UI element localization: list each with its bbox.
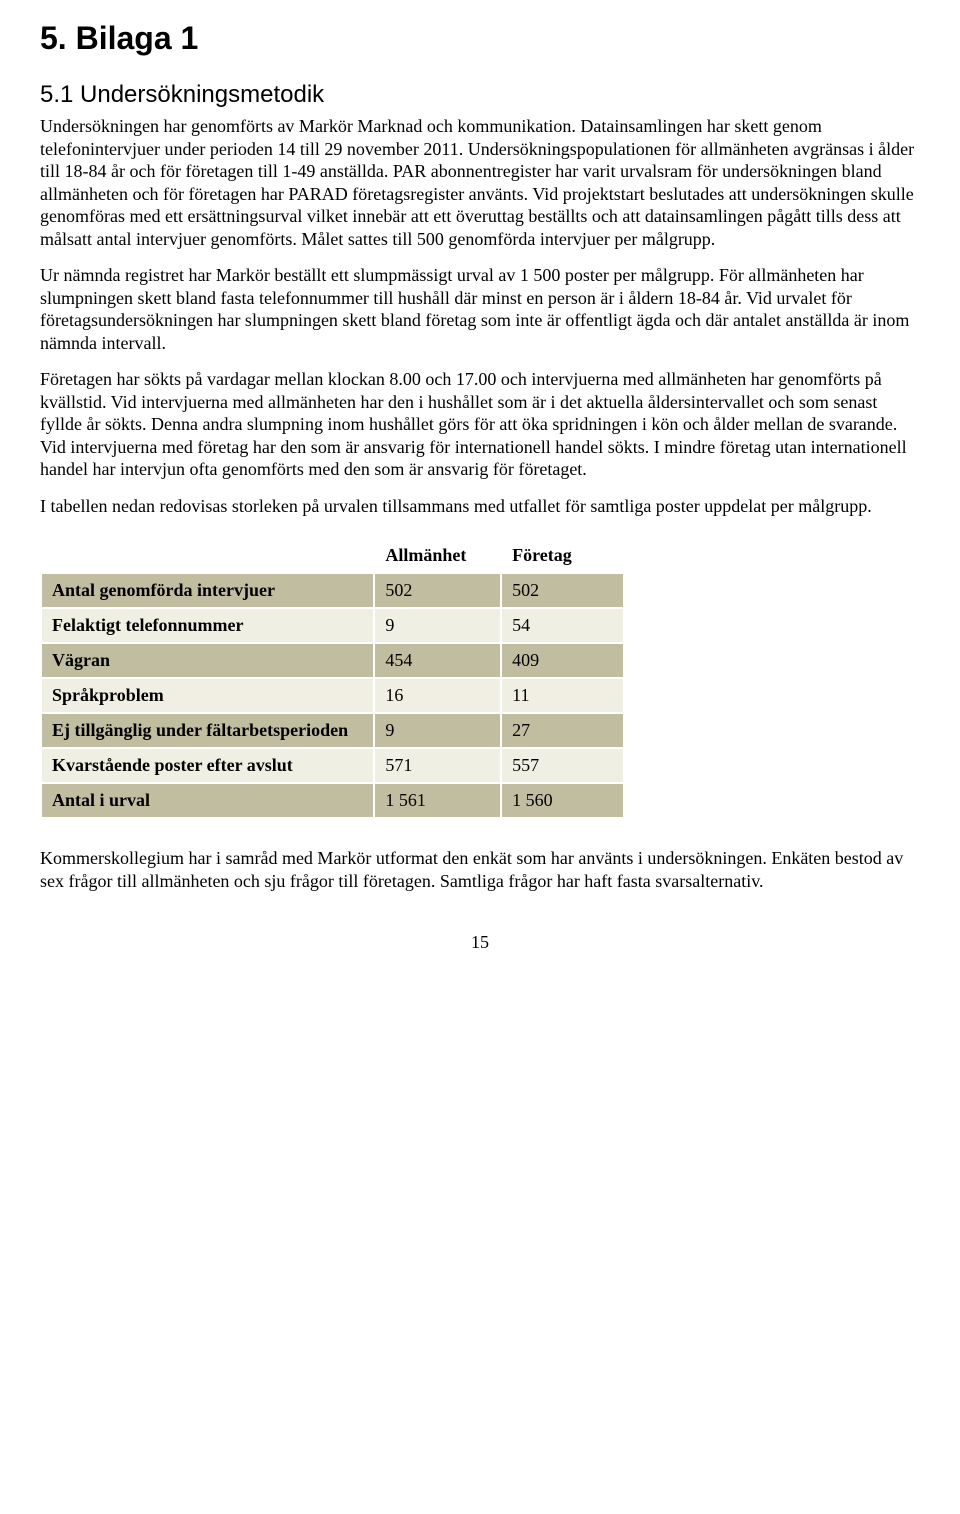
table-row: Vägran 454 409 (41, 643, 624, 678)
cell-foretag: 502 (501, 573, 624, 608)
table-header-allmanhet: Allmänhet (374, 538, 501, 573)
row-label: Felaktigt telefonnummer (41, 608, 374, 643)
cell-allmanhet: 1 561 (374, 783, 501, 818)
table-row: Kvarstående poster efter avslut 571 557 (41, 748, 624, 783)
page-number: 15 (40, 932, 920, 953)
results-table: Allmänhet Företag Antal genomförda inter… (40, 537, 625, 819)
cell-foretag: 409 (501, 643, 624, 678)
section-heading: 5. Bilaga 1 (40, 20, 920, 57)
row-label: Språkproblem (41, 678, 374, 713)
row-label: Ej tillgänglig under fältarbetsperioden (41, 713, 374, 748)
table-row: Språkproblem 16 11 (41, 678, 624, 713)
paragraph-2: Ur nämnda registret har Markör beställt … (40, 264, 920, 354)
cell-foretag: 11 (501, 678, 624, 713)
row-label: Antal genomförda intervjuer (41, 573, 374, 608)
table-header-blank (41, 538, 374, 573)
cell-foretag: 557 (501, 748, 624, 783)
table-row: Antal i urval 1 561 1 560 (41, 783, 624, 818)
table-row: Ej tillgänglig under fältarbetsperioden … (41, 713, 624, 748)
subsection-heading: 5.1 Undersökningsmetodik (40, 81, 920, 109)
row-label: Kvarstående poster efter avslut (41, 748, 374, 783)
cell-allmanhet: 9 (374, 713, 501, 748)
paragraph-4: I tabellen nedan redovisas storleken på … (40, 495, 920, 518)
cell-foretag: 27 (501, 713, 624, 748)
cell-foretag: 1 560 (501, 783, 624, 818)
cell-allmanhet: 16 (374, 678, 501, 713)
table-row: Felaktigt telefonnummer 9 54 (41, 608, 624, 643)
cell-allmanhet: 9 (374, 608, 501, 643)
row-label: Antal i urval (41, 783, 374, 818)
table-row: Antal genomförda intervjuer 502 502 (41, 573, 624, 608)
row-label: Vägran (41, 643, 374, 678)
paragraph-1: Undersökningen har genomförts av Markör … (40, 115, 920, 250)
table-header-foretag: Företag (501, 538, 624, 573)
table-header-row: Allmänhet Företag (41, 538, 624, 573)
cell-allmanhet: 571 (374, 748, 501, 783)
paragraph-3: Företagen har sökts på vardagar mellan k… (40, 368, 920, 481)
cell-foretag: 54 (501, 608, 624, 643)
cell-allmanhet: 502 (374, 573, 501, 608)
paragraph-5: Kommerskollegium har i samråd med Markör… (40, 847, 920, 892)
cell-allmanhet: 454 (374, 643, 501, 678)
